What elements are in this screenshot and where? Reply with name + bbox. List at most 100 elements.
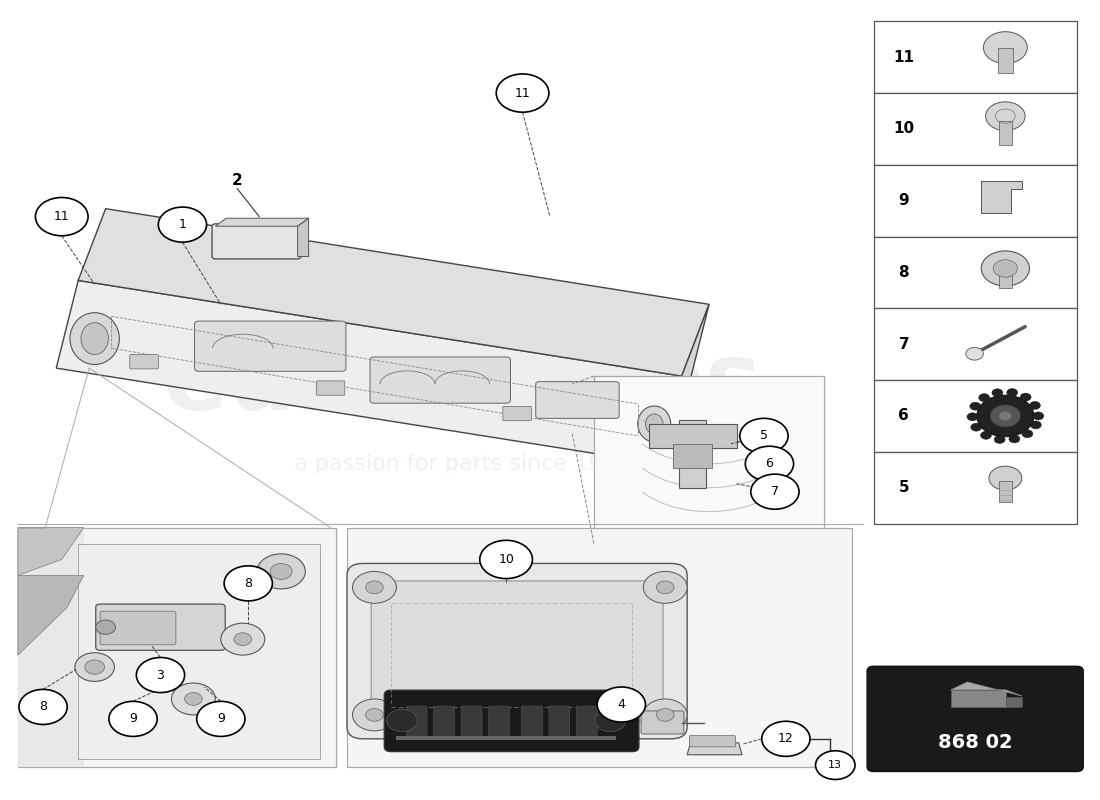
FancyBboxPatch shape — [346, 563, 688, 739]
FancyBboxPatch shape — [673, 444, 713, 468]
Text: 11: 11 — [515, 86, 530, 99]
Circle shape — [365, 581, 383, 594]
Circle shape — [19, 690, 67, 725]
Ellipse shape — [646, 414, 663, 434]
FancyBboxPatch shape — [100, 611, 176, 645]
FancyBboxPatch shape — [641, 711, 684, 734]
Circle shape — [990, 405, 1021, 427]
Circle shape — [1022, 430, 1033, 438]
Circle shape — [1009, 435, 1020, 443]
Text: 9: 9 — [899, 193, 910, 208]
FancyBboxPatch shape — [867, 666, 1084, 771]
Text: 9: 9 — [217, 712, 224, 726]
Circle shape — [75, 653, 114, 682]
FancyBboxPatch shape — [488, 706, 509, 738]
Circle shape — [970, 402, 981, 410]
Polygon shape — [950, 690, 1005, 707]
Text: 3: 3 — [156, 669, 164, 682]
Circle shape — [365, 709, 383, 722]
FancyBboxPatch shape — [873, 22, 1077, 93]
Text: 10: 10 — [893, 122, 914, 137]
Text: 12: 12 — [778, 732, 794, 746]
Text: 8: 8 — [40, 701, 47, 714]
FancyBboxPatch shape — [212, 224, 301, 259]
FancyBboxPatch shape — [195, 321, 345, 371]
Circle shape — [85, 660, 104, 674]
Circle shape — [109, 702, 157, 737]
Circle shape — [971, 423, 982, 431]
FancyBboxPatch shape — [873, 452, 1077, 523]
Polygon shape — [216, 218, 309, 226]
Text: 9: 9 — [129, 712, 138, 726]
Polygon shape — [998, 48, 1013, 73]
Circle shape — [762, 722, 810, 756]
FancyBboxPatch shape — [461, 706, 482, 738]
Circle shape — [1033, 412, 1044, 420]
Circle shape — [983, 32, 1027, 63]
Circle shape — [822, 761, 837, 772]
Polygon shape — [999, 121, 1012, 145]
Circle shape — [966, 347, 983, 360]
Circle shape — [1020, 393, 1031, 401]
Circle shape — [136, 658, 185, 693]
Text: 2: 2 — [232, 174, 243, 188]
Ellipse shape — [638, 406, 671, 442]
Circle shape — [221, 623, 265, 655]
Circle shape — [992, 389, 1003, 397]
Text: 10: 10 — [498, 553, 514, 566]
FancyBboxPatch shape — [873, 308, 1077, 380]
Circle shape — [977, 395, 1034, 437]
Ellipse shape — [70, 313, 119, 365]
Polygon shape — [981, 181, 1022, 213]
Circle shape — [746, 446, 793, 482]
Text: 8: 8 — [899, 265, 910, 280]
Circle shape — [597, 687, 646, 722]
Text: 8: 8 — [244, 577, 252, 590]
Circle shape — [967, 413, 978, 421]
Text: 4: 4 — [617, 698, 625, 711]
Text: 5: 5 — [899, 480, 910, 495]
Circle shape — [257, 554, 306, 589]
FancyBboxPatch shape — [130, 354, 158, 369]
Circle shape — [185, 693, 202, 706]
FancyBboxPatch shape — [690, 736, 736, 746]
Polygon shape — [680, 420, 706, 488]
FancyBboxPatch shape — [406, 706, 427, 738]
Polygon shape — [1005, 697, 1022, 707]
FancyBboxPatch shape — [371, 581, 663, 722]
Ellipse shape — [81, 322, 109, 354]
Circle shape — [234, 633, 252, 646]
Text: 6: 6 — [899, 409, 910, 423]
Circle shape — [980, 431, 991, 439]
Circle shape — [644, 699, 688, 731]
FancyBboxPatch shape — [873, 380, 1077, 452]
Polygon shape — [999, 482, 1012, 502]
Text: 11: 11 — [893, 50, 914, 65]
Circle shape — [994, 435, 1005, 443]
Circle shape — [1030, 402, 1041, 410]
FancyBboxPatch shape — [503, 406, 531, 421]
FancyBboxPatch shape — [521, 706, 542, 738]
Polygon shape — [298, 218, 309, 257]
FancyBboxPatch shape — [549, 706, 570, 738]
FancyBboxPatch shape — [576, 706, 597, 738]
FancyBboxPatch shape — [536, 382, 619, 418]
FancyBboxPatch shape — [384, 690, 639, 751]
FancyBboxPatch shape — [873, 93, 1077, 165]
Text: 1: 1 — [178, 218, 186, 231]
FancyBboxPatch shape — [873, 165, 1077, 237]
Text: 5: 5 — [760, 430, 768, 442]
Circle shape — [224, 566, 273, 601]
Circle shape — [1031, 421, 1042, 429]
Circle shape — [158, 207, 207, 242]
Circle shape — [657, 709, 674, 722]
Circle shape — [352, 571, 396, 603]
Circle shape — [644, 571, 688, 603]
FancyBboxPatch shape — [370, 357, 510, 403]
Circle shape — [172, 683, 216, 715]
Polygon shape — [999, 270, 1012, 288]
Circle shape — [999, 411, 1012, 421]
Polygon shape — [18, 527, 84, 766]
Circle shape — [496, 74, 549, 112]
Circle shape — [979, 394, 990, 402]
